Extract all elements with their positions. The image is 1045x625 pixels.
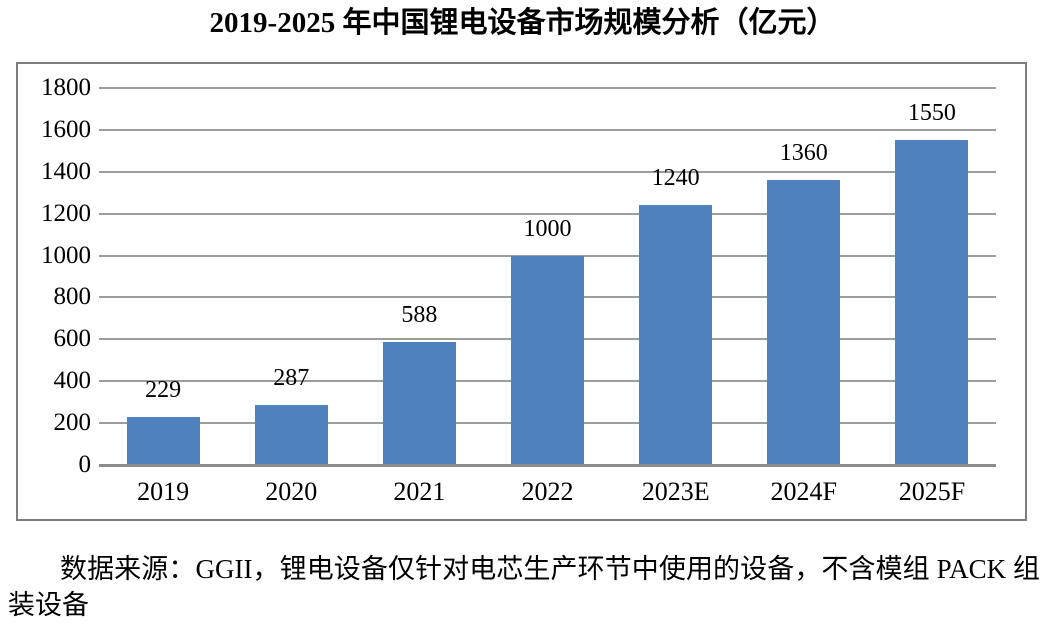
bar-2022 xyxy=(511,255,584,465)
y-tick-label: 200 xyxy=(53,409,92,437)
y-tick-label: 1400 xyxy=(41,157,91,185)
y-tick-label: 600 xyxy=(53,325,92,353)
y-tick-label: 1600 xyxy=(41,115,91,143)
value-label: 287 xyxy=(273,364,310,391)
x-tick-label: 2023E xyxy=(641,477,710,506)
x-tick-label: 2024F xyxy=(770,477,838,506)
value-label: 229 xyxy=(145,377,182,404)
value-label: 1550 xyxy=(907,100,956,127)
value-label: 1000 xyxy=(523,215,572,242)
x-tick-label: 2019 xyxy=(137,477,190,506)
x-tick-label: 2021 xyxy=(393,477,446,506)
y-tick-label: 1000 xyxy=(41,241,91,269)
x-axis-line xyxy=(99,464,996,467)
bar-2024F xyxy=(767,180,841,465)
y-tick-label: 800 xyxy=(53,283,92,311)
gridline xyxy=(99,87,996,89)
y-tick-label: 0 xyxy=(78,451,92,478)
gridline xyxy=(99,212,996,215)
gridline xyxy=(99,170,996,173)
bar-2019 xyxy=(126,417,200,465)
y-tick-label: 400 xyxy=(53,367,92,395)
source-note: 数据来源：GGII，锂电设备仅针对电芯生产环节中使用的设备，不含模组 PACK … xyxy=(8,554,1040,620)
value-label: 588 xyxy=(401,301,438,328)
gridline xyxy=(99,128,996,131)
bar-2023E xyxy=(639,205,713,465)
chart-title: 2019-2025 年中国锂电设备市场规模分析（亿元） xyxy=(209,7,836,39)
bar-2020 xyxy=(254,404,328,465)
bar-2021 xyxy=(382,341,456,465)
plot-area: 0 200 400 600 800 1000 1200 1400 1600 1800 229 2019… xyxy=(18,64,1025,519)
value-label: 1240 xyxy=(651,165,700,192)
y-tick-label: 1200 xyxy=(41,199,91,227)
value-label: 1360 xyxy=(779,140,828,167)
x-tick-label: 2020 xyxy=(265,477,318,506)
chart-frame: 0 200 400 600 800 1000 1200 1400 1600 1800 229 2019… xyxy=(16,62,1027,521)
bar-2025F xyxy=(895,140,969,465)
y-tick-label: 1800 xyxy=(41,74,91,101)
x-tick-label: 2022 xyxy=(521,477,574,506)
x-tick-label: 2025F xyxy=(898,477,966,506)
